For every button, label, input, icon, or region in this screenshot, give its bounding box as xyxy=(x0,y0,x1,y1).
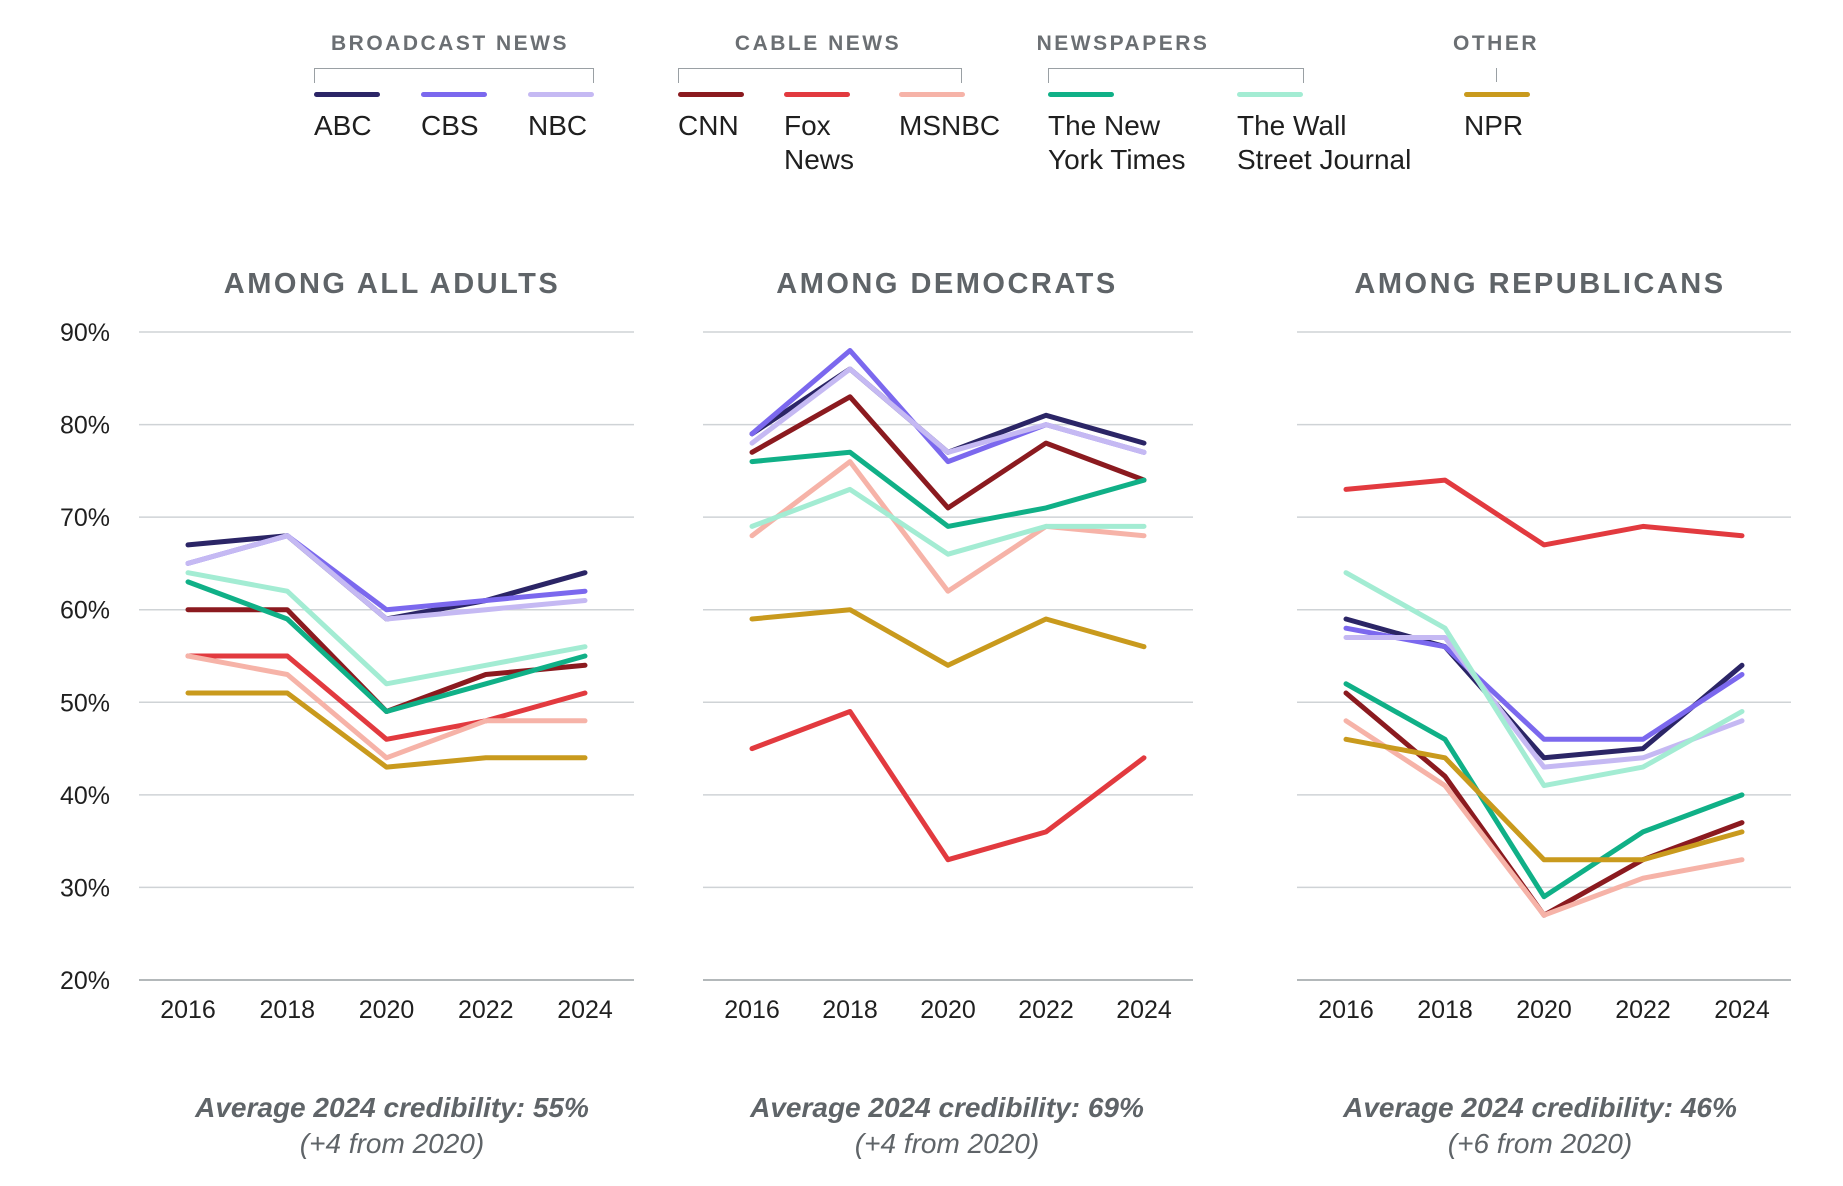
legend-group-bracket xyxy=(1048,68,1304,83)
legend-swatch xyxy=(899,92,965,97)
legend-group-tick xyxy=(1496,68,1497,82)
legend-group-bracket xyxy=(314,68,594,83)
legend: BROADCAST NEWS ABC CBS NBC CABLE NEWS CNN Fox … xyxy=(0,0,1843,200)
chart-panel: AMONG REPUBLICANS 2016 2018 2020 2022 2024 xyxy=(1297,268,1791,1024)
legend-group-title: CABLE NEWS xyxy=(734,32,902,55)
legend-label: NBC xyxy=(528,110,588,141)
legend-item: MSNBC xyxy=(899,92,1000,143)
x-tick-label: 2024 xyxy=(557,996,613,1024)
x-tick-label: 2016 xyxy=(160,996,216,1024)
legend-group-bracket xyxy=(678,68,962,83)
series-line-msnbc xyxy=(1343,718,1745,918)
legend-label: CBS xyxy=(421,110,479,141)
legend-label: Fox News xyxy=(784,110,855,175)
series-line-cnn xyxy=(185,607,588,714)
legend-item: NPR xyxy=(1464,92,1530,143)
y-tick-label: 90% xyxy=(60,319,110,347)
x-tick-label: 2018 xyxy=(259,996,315,1024)
legend-label: The New York Times xyxy=(1048,110,1186,175)
legend-swatch xyxy=(1237,92,1303,97)
series-line-the-wall-street-journal xyxy=(185,570,588,687)
legend-item: ABC xyxy=(314,92,380,143)
legend-swatch xyxy=(528,92,594,97)
series-line-cbs xyxy=(749,348,1147,465)
series-line-cbs xyxy=(1343,625,1745,742)
legend-label: The Wall Street Journal xyxy=(1237,110,1412,175)
panel-title: AMONG ALL ADULTS xyxy=(224,268,560,300)
x-tick-label: 2018 xyxy=(1417,996,1473,1024)
series-line-the-new-york-times xyxy=(1343,681,1745,900)
legend-swatch xyxy=(314,92,380,97)
series-line-cnn xyxy=(1343,690,1745,918)
legend-label: CNN xyxy=(678,110,739,141)
chart-panel: AMONG DEMOCRATS 2016 2018 2020 2022 2024 xyxy=(703,268,1193,1024)
legend-swatch xyxy=(678,92,744,97)
panel-caption: Average 2024 credibility: 69% (+4 from 20… xyxy=(687,1090,1207,1162)
series-line-fox-news xyxy=(185,653,588,742)
caption-sub: (+6 from 2020) xyxy=(1447,1128,1633,1159)
x-tick-label: 2022 xyxy=(458,996,514,1024)
panel-title: AMONG REPUBLICANS xyxy=(1354,268,1725,300)
panel-title: AMONG DEMOCRATS xyxy=(776,268,1117,300)
series-line-fox-news xyxy=(749,709,1147,863)
legend-label: MSNBC xyxy=(899,110,1001,141)
y-tick-label: 30% xyxy=(60,874,110,902)
series-line-the-wall-street-journal xyxy=(1343,570,1745,789)
legend-swatch xyxy=(784,92,850,97)
y-tick-label: 40% xyxy=(60,782,110,810)
legend-item: CNN xyxy=(678,92,744,143)
x-tick-label: 2024 xyxy=(1116,996,1172,1024)
legend-group-title: NEWSPAPERS xyxy=(1036,32,1210,55)
series-line-npr xyxy=(749,607,1147,668)
series-line-the-new-york-times xyxy=(185,579,588,714)
caption-main: Average 2024 credibility: 46% xyxy=(1343,1092,1737,1123)
chart-panel: AMONG ALL ADULTS 90% 80% 70% 60% 50% 40% 30% 20%… xyxy=(60,268,634,1024)
legend-group-title: BROADCAST NEWS xyxy=(331,32,569,55)
caption-sub: (+4 from 2020) xyxy=(299,1128,485,1159)
series-line-the-new-york-times xyxy=(749,449,1147,529)
series-line-msnbc xyxy=(749,459,1147,594)
y-tick-label: 80% xyxy=(60,412,110,440)
y-tick-label: 60% xyxy=(60,597,110,625)
series-line-npr xyxy=(185,690,588,770)
y-tick-label: 20% xyxy=(60,967,110,995)
series-line-msnbc xyxy=(185,653,588,761)
legend-swatch xyxy=(1048,92,1114,97)
x-tick-label: 2020 xyxy=(359,996,415,1024)
legend-item: NBC xyxy=(528,92,594,143)
x-tick-label: 2020 xyxy=(920,996,976,1024)
legend-item: The Wall Street Journal xyxy=(1237,92,1411,177)
caption-main: Average 2024 credibility: 55% xyxy=(195,1092,589,1123)
legend-item: Fox News xyxy=(784,92,854,177)
x-tick-label: 2016 xyxy=(1318,996,1374,1024)
x-tick-label: 2018 xyxy=(822,996,878,1024)
legend-item: The New York Times xyxy=(1048,92,1185,177)
x-tick-label: 2020 xyxy=(1516,996,1572,1024)
x-tick-label: 2024 xyxy=(1714,996,1770,1024)
caption-main: Average 2024 credibility: 69% xyxy=(750,1092,1144,1123)
y-tick-label: 50% xyxy=(60,689,110,717)
legend-item: CBS xyxy=(421,92,487,143)
legend-swatch xyxy=(421,92,487,97)
panel-caption: Average 2024 credibility: 55% (+4 from 20… xyxy=(132,1090,652,1162)
legend-swatch xyxy=(1464,92,1530,97)
series-line-nbc xyxy=(185,533,588,622)
legend-label: NPR xyxy=(1464,110,1524,141)
caption-sub: (+4 from 2020) xyxy=(854,1128,1040,1159)
legend-group-title: OTHER xyxy=(1453,32,1539,55)
x-tick-label: 2022 xyxy=(1615,996,1671,1024)
series-line-fox-news xyxy=(1343,477,1745,548)
y-tick-label: 70% xyxy=(60,504,110,532)
x-tick-label: 2016 xyxy=(724,996,780,1024)
legend-label: ABC xyxy=(314,110,372,141)
panel-caption: Average 2024 credibility: 46% (+6 from 20… xyxy=(1280,1090,1800,1162)
series-line-nbc xyxy=(1343,635,1745,770)
series-line-the-wall-street-journal xyxy=(749,486,1147,557)
series-line-cnn xyxy=(749,394,1147,511)
series-line-npr xyxy=(1343,736,1745,863)
series-line-nbc xyxy=(749,366,1147,455)
x-tick-label: 2022 xyxy=(1018,996,1074,1024)
